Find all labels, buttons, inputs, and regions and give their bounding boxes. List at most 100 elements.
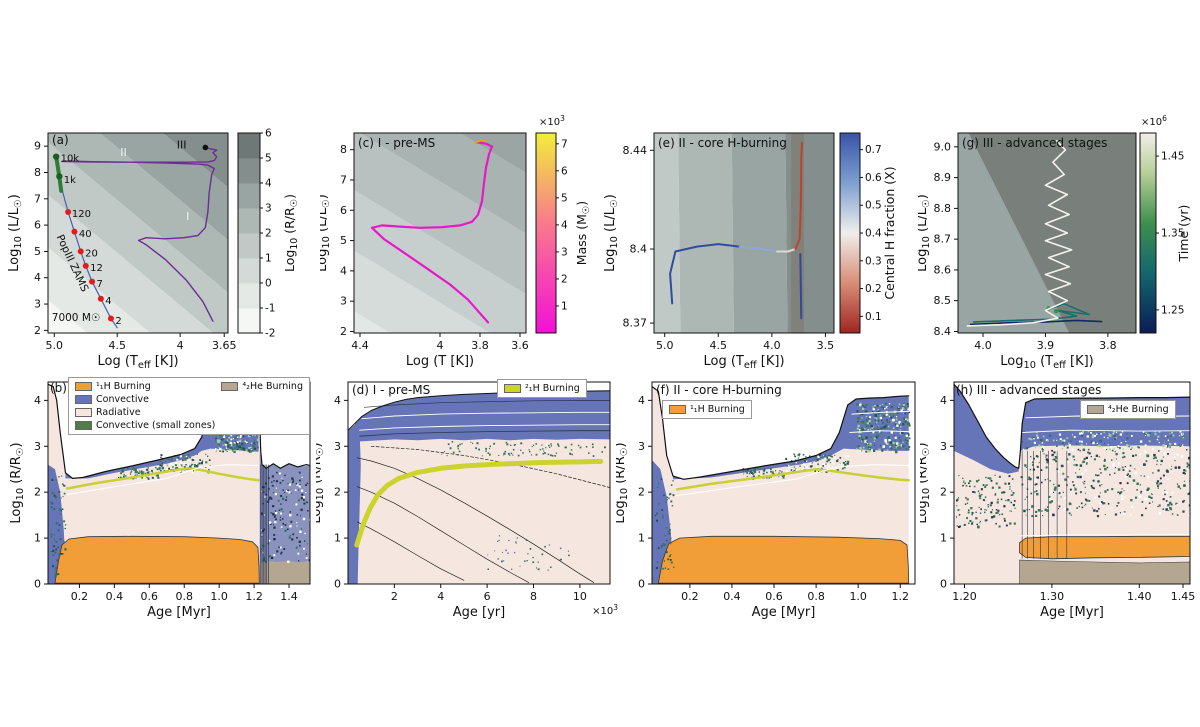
small-convective-zones — [1099, 492, 1101, 494]
radius-band — [968, 133, 1136, 333]
panel-b-title: (b) — [50, 381, 67, 395]
colorbar-label: Mass (M☉) — [574, 201, 592, 265]
annotation: 10k — [61, 153, 80, 164]
small-convective-zones — [193, 464, 196, 467]
small-convective-zones — [1094, 434, 1096, 437]
small-convective-zones — [1096, 474, 1099, 477]
small-convective-zones — [457, 444, 460, 447]
small-convective-zones — [1093, 458, 1096, 461]
colorbar-tick-label: 0.7 — [865, 144, 882, 156]
x-axis-label: Age [Myr] — [1040, 605, 1104, 620]
small-convective-zones — [1121, 494, 1124, 498]
small-convective-zones — [786, 470, 789, 473]
small-convective-zones — [889, 421, 891, 423]
small-convective-zones — [1025, 466, 1028, 468]
small-convective-zones — [1068, 512, 1071, 515]
radius-band — [225, 133, 228, 135]
small-convective-zones — [1174, 460, 1176, 462]
post-ms-speckle — [288, 483, 291, 486]
small-convective-zones — [897, 444, 900, 447]
y-tick-label: 3 — [34, 440, 41, 453]
small-convective-zones — [895, 426, 898, 428]
small-convective-zones — [1022, 448, 1024, 450]
post-ms-speckle — [298, 499, 300, 502]
small-convective-zones — [1056, 439, 1058, 441]
small-convective-zones — [1116, 505, 1118, 507]
small-convective-zones — [1086, 499, 1089, 502]
small-convective-zones — [981, 494, 983, 496]
post-ms-speckle — [285, 496, 288, 498]
small-convective-zones — [165, 468, 168, 471]
small-convective-zones — [670, 484, 673, 486]
small-convective-zones — [1036, 465, 1039, 468]
small-convective-zones — [864, 411, 866, 413]
small-convective-zones — [1081, 472, 1084, 475]
post-ms-speckle — [298, 485, 301, 488]
small-convective-zones — [1165, 500, 1168, 502]
post-ms-speckle — [292, 482, 294, 484]
post-ms-speckle — [272, 524, 275, 526]
panel-h-title: (h) III - advanced stages — [956, 383, 1102, 397]
small-convective-zones — [569, 453, 572, 455]
small-convective-zones — [148, 470, 150, 472]
small-convective-zones — [1106, 430, 1108, 433]
small-convective-zones — [865, 403, 868, 406]
small-convective-zones — [233, 450, 236, 454]
small-convective-zones — [229, 448, 232, 451]
small-convective-zones — [50, 551, 52, 553]
small-convective-zones — [892, 427, 895, 430]
small-convective-zones — [868, 448, 872, 451]
x-tick-label: 6 — [484, 590, 491, 603]
small-convective-zones — [1115, 453, 1118, 456]
small-convective-zones — [1103, 436, 1105, 438]
small-convective-zones — [133, 467, 135, 470]
small-convective-zones — [238, 442, 241, 444]
small-convective-zones — [175, 462, 178, 465]
small-convective-zones — [137, 472, 139, 474]
y-tick-label: 2 — [940, 486, 947, 499]
small-convective-zones — [998, 475, 1001, 478]
small-convective-zones — [845, 460, 847, 463]
small-convective-zones — [1098, 456, 1101, 458]
small-convective-zones — [183, 455, 185, 457]
small-convective-zones — [229, 436, 231, 438]
post-ms-speckle — [266, 500, 270, 503]
small-convective-zones — [1047, 452, 1049, 454]
small-convective-zones — [976, 523, 978, 526]
small-convective-zones — [1156, 482, 1159, 485]
small-convective-zones — [877, 428, 880, 431]
small-convective-zones — [876, 426, 879, 428]
small-convective-zones — [180, 464, 183, 466]
small-convective-zones — [865, 450, 868, 453]
small-convective-zones — [753, 470, 755, 472]
small-convective-zones — [1115, 467, 1117, 469]
small-convective-zones — [64, 548, 67, 551]
small-convective-zones — [871, 448, 873, 451]
small-convective-zones — [1081, 432, 1084, 435]
small-convective-zones — [1152, 481, 1153, 483]
small-convective-zones — [192, 465, 195, 468]
small-convective-zones — [1098, 474, 1100, 476]
small-convective-zones — [1128, 470, 1131, 472]
small-convective-zones — [1164, 441, 1165, 443]
small-convective-zones — [1033, 457, 1035, 460]
small-convective-zones — [1117, 463, 1120, 466]
small-convective-zones — [843, 466, 846, 469]
small-convective-zones — [1064, 478, 1067, 481]
small-convective-zones — [890, 416, 893, 419]
colorbar-label: Central H fraction (X) — [882, 166, 897, 299]
post-ms-speckle — [281, 551, 283, 554]
small-convective-zones — [1103, 459, 1106, 462]
small-convective-zones — [62, 553, 64, 555]
small-convective-zones — [1040, 469, 1043, 471]
zams-mass-markers — [89, 278, 96, 285]
x-tick-label: 1.0 — [849, 590, 867, 603]
small-convective-zones — [542, 448, 544, 450]
small-convective-zones — [858, 437, 861, 439]
small-convective-zones — [1130, 448, 1132, 450]
small-convective-zones — [861, 417, 863, 419]
small-convective-zones — [57, 573, 60, 576]
small-convective-zones — [1049, 480, 1051, 482]
small-convective-zones — [1145, 432, 1147, 434]
small-convective-zones — [873, 417, 875, 419]
